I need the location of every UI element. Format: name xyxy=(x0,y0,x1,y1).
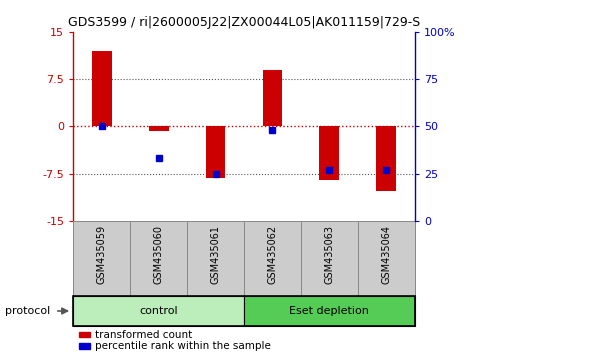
Text: GSM435059: GSM435059 xyxy=(96,224,107,284)
Text: GSM435062: GSM435062 xyxy=(267,224,278,284)
Bar xyxy=(262,70,282,126)
FancyBboxPatch shape xyxy=(244,221,301,296)
FancyBboxPatch shape xyxy=(358,221,415,296)
Bar xyxy=(376,126,396,190)
Text: GSM435061: GSM435061 xyxy=(210,224,221,284)
FancyBboxPatch shape xyxy=(73,221,130,296)
Bar xyxy=(206,126,226,178)
Text: protocol: protocol xyxy=(5,306,51,316)
FancyBboxPatch shape xyxy=(130,221,187,296)
Bar xyxy=(92,51,112,126)
Text: transformed count: transformed count xyxy=(95,330,192,339)
Title: GDS3599 / ri|2600005J22|ZX00044L05|AK011159|729-S: GDS3599 / ri|2600005J22|ZX00044L05|AK011… xyxy=(68,16,420,29)
FancyBboxPatch shape xyxy=(187,221,244,296)
Bar xyxy=(320,126,339,180)
FancyBboxPatch shape xyxy=(244,296,415,326)
FancyBboxPatch shape xyxy=(73,296,244,326)
Text: Eset depletion: Eset depletion xyxy=(290,306,369,316)
Text: GSM435064: GSM435064 xyxy=(381,224,392,284)
Bar xyxy=(149,126,168,131)
Text: control: control xyxy=(139,306,178,316)
Text: percentile rank within the sample: percentile rank within the sample xyxy=(95,341,270,351)
FancyBboxPatch shape xyxy=(301,221,358,296)
Text: GSM435060: GSM435060 xyxy=(154,224,163,284)
Text: GSM435063: GSM435063 xyxy=(325,224,334,284)
